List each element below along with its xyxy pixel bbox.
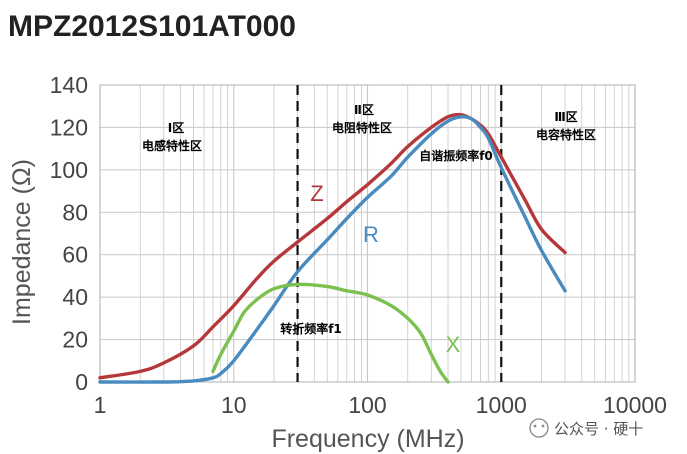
series-label-z: Z — [310, 181, 323, 206]
region1-desc: 电感特性区 — [142, 138, 202, 153]
y-tick-label: 80 — [62, 199, 88, 225]
region2-roman: Ⅱ区 — [354, 103, 374, 117]
y-tick-label: 140 — [50, 72, 88, 98]
series-label-x: X — [446, 332, 461, 357]
crossover-label: 转折频率f1 — [280, 321, 342, 336]
y-tick-label: 100 — [50, 157, 88, 183]
x-tick-label: 10000 — [603, 392, 667, 418]
chart-title: MPZ2012S101AT000 — [8, 10, 296, 43]
series-line-r — [98, 115, 567, 384]
y-axis-label: Impedance (Ω) — [8, 159, 36, 325]
x-tick-label: 10 — [221, 392, 247, 418]
x-tick-label: 100 — [348, 392, 386, 418]
y-tick-label: 40 — [62, 284, 88, 310]
region3-desc: 电容特性区 — [536, 127, 596, 142]
region3-roman: Ⅲ区 — [554, 110, 577, 124]
y-tick-label: 20 — [62, 327, 88, 353]
x-tick-label: 1 — [94, 392, 107, 418]
series-line-x — [211, 282, 450, 384]
series-lines — [98, 112, 567, 384]
region1-roman: Ⅰ区 — [168, 121, 184, 135]
region2-desc: 电阻特性区 — [332, 120, 392, 135]
x-axis-label: Frequency (MHz) — [271, 425, 464, 453]
x-tick-labels: 1 10 100 1000 10000 — [94, 392, 667, 418]
plot-frame — [99, 84, 636, 383]
watermark: 公众号 · 硬十 — [529, 418, 643, 438]
resonance-label: 自谐振频率f0 — [419, 148, 493, 163]
series-label-r: R — [363, 222, 379, 247]
watermark-text: 公众号 · 硬十 — [554, 420, 643, 438]
region-dividers — [296, 85, 503, 382]
y-tick-label: 120 — [50, 114, 88, 140]
y-tick-label: 60 — [62, 242, 88, 268]
x-tick-label: 1000 — [476, 392, 527, 418]
y-tick-label: 0 — [75, 369, 88, 395]
y-tick-labels: 0 20 40 60 80 100 120 140 — [50, 72, 88, 395]
series-line-z — [98, 112, 567, 380]
